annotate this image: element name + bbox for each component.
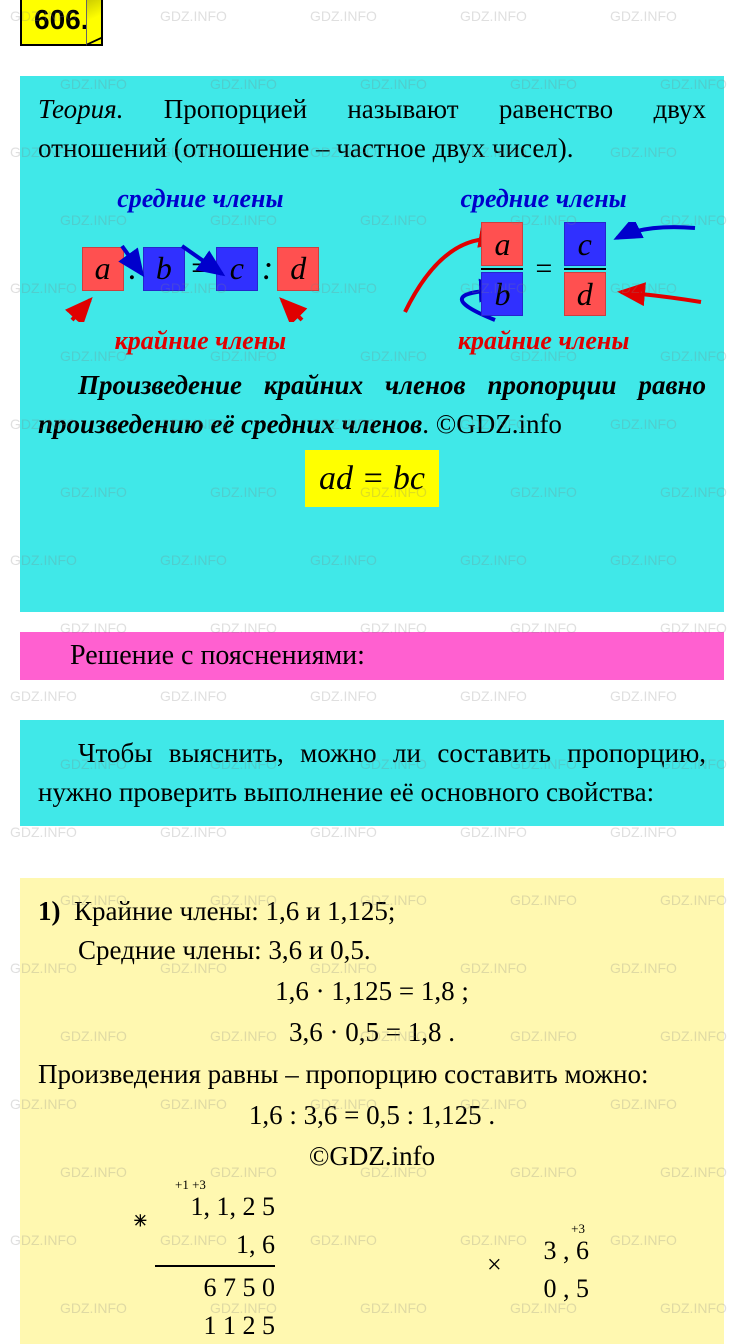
term-a: a [82, 247, 124, 291]
check-text: Чтобы выяснить, можно ли составить пропо… [38, 734, 706, 812]
formula-highlight: ad = bc [305, 450, 439, 507]
solution-line2: Средние члены: 3,6 и 0,5. [38, 931, 706, 970]
term-a2: a [481, 222, 523, 266]
term-c2: c [564, 222, 606, 266]
theory-intro: Теория. Пропорцией называют ра­венство д… [38, 90, 706, 168]
plus-icon: + [133, 1202, 148, 1240]
term-d2: d [564, 272, 606, 316]
equals: = [189, 244, 212, 293]
term-c: c [216, 247, 258, 291]
label-outer-left: крайние члены [42, 322, 359, 360]
times-icon: × [487, 1246, 502, 1284]
check-explanation-box: Чтобы выяснить, можно ли составить пропо… [20, 720, 724, 826]
solution-line1: Крайние члены: 1,6 и 1,125; [74, 896, 395, 926]
diagram-left: средние члены [42, 180, 359, 359]
equals: = [527, 247, 559, 291]
colon: : [128, 244, 139, 293]
solution-box: 1) Крайние члены: 1,6 и 1,125; Средние ч… [20, 878, 724, 1344]
mult-right: +3 ×3 , 6 0 , 5 [509, 1232, 589, 1344]
frac-bar [481, 268, 523, 270]
diagram-row: средние члены [38, 180, 706, 359]
copyright: ©GDZ.info [436, 409, 562, 439]
ml-n2: 1, 6 [155, 1226, 275, 1264]
theory-rule: Произведение крайних членов пропорции ра… [38, 366, 706, 444]
calc1: 1,6 · 1,125 = 1,8 ; [38, 972, 706, 1011]
result: 1,6 : 3,6 = 0,5 : 1,125 . [38, 1096, 706, 1135]
theory-box: Теория. Пропорцией называют ра­венство д… [20, 76, 724, 612]
calc2: 3,6 · 0,5 = 1,8 . [38, 1013, 706, 1052]
problem-number-badge: 606. [20, 0, 103, 46]
ml-p1: 6 7 5 0 [204, 1273, 276, 1302]
multiplication-work: +1 +3 ×1, 1, 2 5 1, 6 +6 7 5 0 1 1 2 5 +… [38, 1188, 706, 1344]
theory-intro-text: Пропорцией называют ра­венство двух отно… [38, 94, 706, 163]
ml-n1: 1, 1, 2 5 [191, 1192, 276, 1221]
label-middle-left: средние члены [42, 180, 359, 218]
frac-bar [564, 268, 606, 270]
label-middle-right: средние члены [385, 180, 702, 218]
problem-number: 606. [34, 4, 89, 35]
carry-left: +1 +3 [175, 1176, 206, 1195]
rule-line [155, 1265, 275, 1267]
carry-right: +3 [571, 1220, 585, 1239]
mr-n1: 3 , 6 [544, 1236, 590, 1265]
item-number: 1) [38, 896, 61, 926]
term-b: b [143, 247, 185, 291]
term-d: d [277, 247, 319, 291]
solution-header: Решение с пояснениями: [70, 640, 365, 671]
ml-p2: 1 1 2 5 [155, 1307, 275, 1344]
conclusion: Произведения равны – пропорцию со­ставит… [38, 1055, 706, 1094]
diagram-right: средние члены a b = c [385, 180, 702, 359]
rule-text: Произведение крайних членов пропорции ра… [38, 370, 706, 439]
mult-left: +1 +3 ×1, 1, 2 5 1, 6 +6 7 5 0 1 1 2 5 [155, 1188, 275, 1344]
theory-title: Теория [38, 94, 117, 124]
copyright2: ©GDZ.info [38, 1137, 706, 1176]
label-outer-right: крайние члены [385, 322, 702, 360]
mr-n2: 0 , 5 [509, 1270, 589, 1308]
solution-header-bar: Решение с пояснениями: [20, 632, 724, 680]
term-b2: b [481, 272, 523, 316]
colon: : [262, 244, 273, 293]
